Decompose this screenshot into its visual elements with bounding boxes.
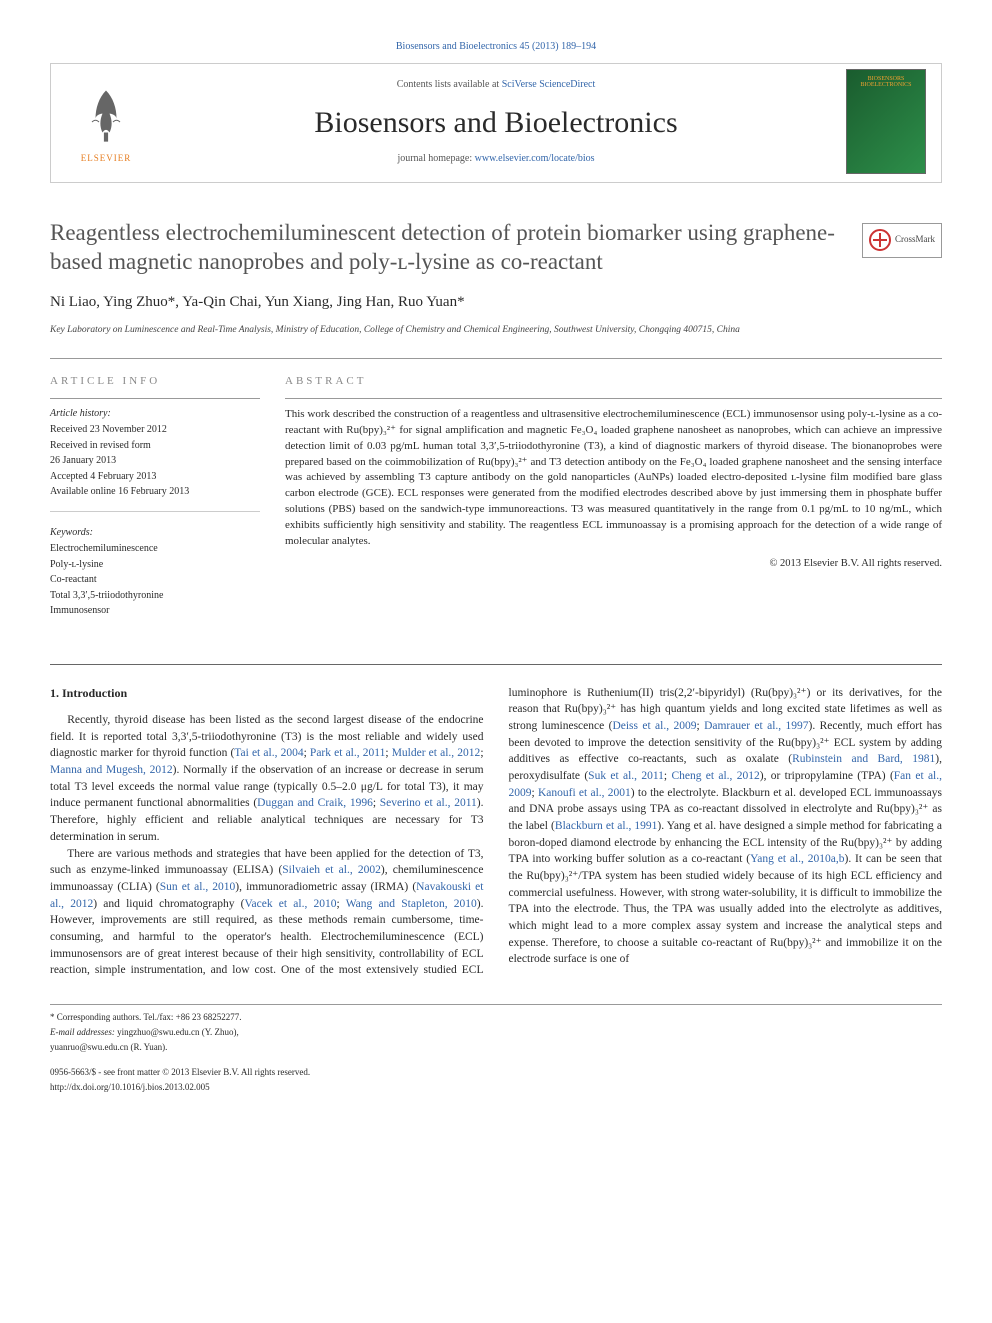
rule xyxy=(50,664,942,665)
kw: Poly-ʟ-lysine xyxy=(50,558,260,573)
article-title: Reagentless electrochemiluminescent dete… xyxy=(50,218,942,278)
cover-thumb-text: BIOSENSORS BIOELECTRONICS xyxy=(847,76,925,89)
corr-authors: * Corresponding authors. Tel./fax: +86 2… xyxy=(50,1011,451,1024)
homepage-line: journal homepage: www.elsevier.com/locat… xyxy=(171,152,821,167)
elsevier-name: ELSEVIER xyxy=(81,152,132,165)
ref-link[interactable]: Severino et al., 2011 xyxy=(380,797,477,809)
elsevier-logo[interactable]: ELSEVIER xyxy=(61,78,151,168)
crossmark-badge[interactable]: CrossMark xyxy=(862,223,942,258)
journal-cover-thumb[interactable]: BIOSENSORS BIOELECTRONICS xyxy=(846,69,926,174)
online: Available online 16 February 2013 xyxy=(50,485,260,500)
rule xyxy=(285,398,942,399)
ref-link[interactable]: Deiss et al., 2009 xyxy=(612,720,696,732)
ref-link[interactable]: Yang et al., 2010a,b xyxy=(750,853,844,865)
ref-link[interactable]: Tai et al., 2004 xyxy=(234,747,303,759)
abstract-text: This work described the construction of … xyxy=(285,407,942,550)
ref-link[interactable]: Vacek et al., 2010 xyxy=(245,898,337,910)
body-para: Recently, thyroid disease has been liste… xyxy=(50,712,484,845)
affiliation: Key Laboratory on Luminescence and Real-… xyxy=(50,324,942,338)
ref-link[interactable]: Wang and Stapleton, 2010 xyxy=(346,898,477,910)
crossmark-icon xyxy=(869,229,891,251)
ref-link[interactable]: Kanoufi et al., 2001 xyxy=(538,787,631,799)
ref-link[interactable]: Cheng et al., 2012 xyxy=(671,770,759,782)
publisher-logo-block: ELSEVIER xyxy=(51,64,161,182)
rule xyxy=(50,358,942,359)
cover-thumb-block: BIOSENSORS BIOELECTRONICS xyxy=(846,69,936,187)
journal-banner: ELSEVIER Contents lists available at Sci… xyxy=(50,63,942,183)
ref-link[interactable]: Damrauer et al., 1997 xyxy=(704,720,808,732)
ref-link[interactable]: Manna and Mugesh, 2012 xyxy=(50,764,173,776)
homepage-link[interactable]: www.elsevier.com/locate/bios xyxy=(475,153,595,164)
accepted: Accepted 4 February 2013 xyxy=(50,470,260,485)
kw: Electrochemiluminescence xyxy=(50,542,260,557)
journal-title: Biosensors and Bioelectronics xyxy=(171,101,821,145)
ref-link[interactable]: Suk et al., 2011 xyxy=(588,770,664,782)
email-1: yingzhuo@swu.edu.cn (Y. Zhuo), xyxy=(115,1027,239,1037)
copyright: © 2013 Elsevier B.V. All rights reserved… xyxy=(285,556,942,571)
contents-line: Contents lists available at SciVerse Sci… xyxy=(171,78,821,93)
running-head: Biosensors and Bioelectronics 45 (2013) … xyxy=(50,40,942,55)
homepage-pre: journal homepage: xyxy=(397,153,474,164)
crossmark-label: CrossMark xyxy=(895,234,935,246)
article-title-text: Reagentless electrochemiluminescent dete… xyxy=(50,220,835,275)
info-heading: article info xyxy=(50,374,260,390)
section-heading: 1. Introduction xyxy=(50,685,484,702)
abstract-col: abstract This work described the constru… xyxy=(285,374,942,644)
ref-link[interactable]: Duggan and Craik, 1996 xyxy=(257,797,373,809)
history-block: Article history: Received 23 November 20… xyxy=(50,407,260,512)
article-info-col: article info Article history: Received 2… xyxy=(50,374,260,644)
footer-contact: * Corresponding authors. Tel./fax: +86 2… xyxy=(50,1011,451,1054)
email-line: E-mail addresses: yingzhuo@swu.edu.cn (Y… xyxy=(50,1026,451,1039)
authors: Ni Liao, Ying Zhuo*, Ya-Qin Chai, Yun Xi… xyxy=(50,292,942,314)
ref-link[interactable]: Mulder et al., 2012 xyxy=(392,747,481,759)
keywords-block: Keywords: Electrochemiluminescence Poly-… xyxy=(50,526,260,630)
ref-link[interactable]: Rubinstein and Bard, 1981 xyxy=(792,753,935,765)
revised-1: Received in revised form xyxy=(50,439,260,454)
body-columns: 1. Introduction Recently, thyroid diseas… xyxy=(50,685,942,979)
footer: * Corresponding authors. Tel./fax: +86 2… xyxy=(50,1004,942,1094)
kw: Immunosensor xyxy=(50,604,260,619)
footer-legal: 0956-5663/$ - see front matter © 2013 El… xyxy=(50,1066,942,1094)
banner-center: Contents lists available at SciVerse Sci… xyxy=(51,78,941,167)
ref-link[interactable]: Park et al., 2011 xyxy=(310,747,385,759)
scidirect-link[interactable]: SciVerse ScienceDirect xyxy=(502,79,596,90)
received: Received 23 November 2012 xyxy=(50,423,260,438)
email-label: E-mail addresses: xyxy=(50,1027,115,1037)
email-2: yuanruo@swu.edu.cn (R. Yuan). xyxy=(50,1041,451,1054)
ref-link[interactable]: Silvaieh et al., 2002 xyxy=(282,864,381,876)
history-label: Article history: xyxy=(50,407,260,422)
rule xyxy=(50,398,260,399)
kw: Total 3,3′,5-triiodothyronine xyxy=(50,589,260,604)
info-abstract-row: article info Article history: Received 2… xyxy=(50,374,942,644)
elsevier-tree-icon xyxy=(71,80,141,150)
ref-link[interactable]: Blackburn et al., 1991 xyxy=(555,820,658,832)
issn-line: 0956-5663/$ - see front matter © 2013 El… xyxy=(50,1066,942,1079)
abstract-heading: abstract xyxy=(285,374,942,390)
keywords-label: Keywords: xyxy=(50,526,260,541)
revised-2: 26 January 2013 xyxy=(50,454,260,469)
doi-link[interactable]: http://dx.doi.org/10.1016/j.bios.2013.02… xyxy=(50,1081,942,1094)
contents-pre: Contents lists available at xyxy=(397,79,502,90)
ref-link[interactable]: Sun et al., 2010 xyxy=(160,881,236,893)
kw: Co-reactant xyxy=(50,573,260,588)
